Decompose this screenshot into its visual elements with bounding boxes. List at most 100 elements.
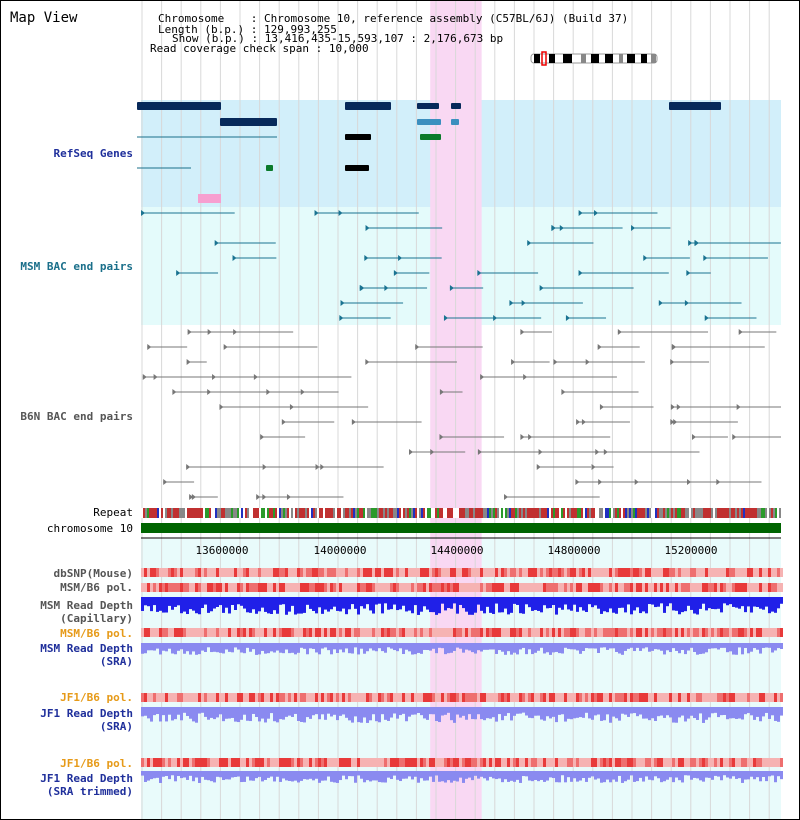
repeat-element <box>729 508 731 518</box>
read-depth-bar <box>204 707 207 717</box>
polymorphism-cell <box>516 568 519 577</box>
polymorphism-cell <box>624 583 627 592</box>
polymorphism-cell <box>459 628 462 637</box>
polymorphism-cell <box>558 628 561 637</box>
chromosome-label: Chromosome <box>158 12 225 25</box>
polymorphism-cell <box>318 583 321 592</box>
polymorphism-cell <box>429 693 432 702</box>
polymorphism-cell <box>477 628 480 637</box>
polymorphism-cell <box>771 583 774 592</box>
polymorphism-cell <box>702 758 705 767</box>
read-depth-bar <box>297 771 300 783</box>
read-depth-bar <box>195 707 198 723</box>
polymorphism-cell <box>726 583 729 592</box>
repeat-element <box>497 508 499 518</box>
polymorphism-cell <box>627 693 630 702</box>
read-depth-bar <box>180 707 183 721</box>
read-depth-bar <box>738 597 741 609</box>
polymorphism-cell <box>282 568 285 577</box>
polymorphism-cell <box>186 628 189 637</box>
read-depth-bar <box>396 707 399 719</box>
track-label-refseq[interactable]: RefSeq Genes <box>53 147 133 160</box>
repeat-element <box>673 508 675 518</box>
read-depth-bar <box>441 707 444 716</box>
repeat-element <box>195 508 197 518</box>
bac-end-marker <box>509 300 514 306</box>
polymorphism-cell <box>573 628 576 637</box>
axis-tick-label: 15200000 <box>664 544 718 557</box>
polymorphism-cell <box>261 758 264 767</box>
read-depth-bar <box>627 707 630 717</box>
polymorphism-cell <box>420 758 423 767</box>
polymorphism-cell <box>300 758 303 767</box>
track-label-msm-bac[interactable]: MSM BAC end pairs <box>20 260 133 273</box>
polymorphism-cell <box>309 758 312 767</box>
repeat-element <box>655 508 657 518</box>
polymorphism-cell <box>306 583 309 592</box>
repeat-element <box>305 508 307 518</box>
repeat-element <box>291 508 293 518</box>
polymorphism-cell <box>780 583 783 592</box>
read-depth-bar <box>321 597 324 614</box>
read-depth-bar <box>579 597 582 608</box>
polymorphism-cell <box>519 693 522 702</box>
read-depth-bar <box>582 597 585 611</box>
polymorphism-cell <box>237 583 240 592</box>
read-depth-bar <box>690 707 693 716</box>
bac-end-marker <box>219 404 224 410</box>
polymorphism-cell <box>291 693 294 702</box>
repeat-element <box>527 508 529 518</box>
track-label-jf1-depth-trim[interactable]: JF1 Read Depth <box>40 772 133 785</box>
read-depth-bar <box>768 597 771 614</box>
repeat-element <box>311 508 313 518</box>
read-depth-bar <box>393 643 396 651</box>
polymorphism-cell <box>243 758 246 767</box>
polymorphism-cell <box>651 758 654 767</box>
track-label-msm-depth-cap[interactable]: MSM Read Depth <box>40 599 133 612</box>
read-depth-bar <box>237 771 240 777</box>
read-depth-bar <box>192 597 195 611</box>
length-value: 129,993,255 <box>263 23 337 36</box>
polymorphism-cell <box>462 693 465 702</box>
read-depth-bar <box>210 707 213 718</box>
view-title: Map View <box>10 10 78 26</box>
repeat-element <box>681 508 683 518</box>
polymorphism-cell <box>204 568 207 577</box>
bac-end-marker <box>578 270 583 276</box>
repeat-element <box>657 508 659 518</box>
read-depth-bar <box>531 707 534 719</box>
read-depth-bar <box>657 643 660 650</box>
track-label-b6n-bac[interactable]: B6N BAC end pairs <box>20 410 133 423</box>
track-label-jf1-depth-sra[interactable]: JF1 Read Depth <box>40 707 133 720</box>
polymorphism-cell <box>312 693 315 702</box>
polymorphism-cell <box>660 583 663 592</box>
track-label-dbsnp[interactable]: dbSNP(Mouse) <box>53 567 133 580</box>
read-depth-bar <box>708 707 711 718</box>
polymorphism-cell <box>708 568 711 577</box>
polymorphism-cell <box>477 568 480 577</box>
track-label-msm-b6-pol-1[interactable]: MSM/B6 pol. <box>60 581 133 594</box>
polymorphism-cell <box>159 583 162 592</box>
polymorphism-cell <box>603 628 606 637</box>
ideogram-band <box>563 54 572 63</box>
polymorphism-cell <box>288 568 291 577</box>
repeat-element <box>149 508 151 518</box>
read-depth-bar <box>702 643 705 654</box>
read-depth-bar <box>282 643 285 654</box>
read-depth-bar <box>354 597 357 609</box>
read-depth-bar <box>444 707 447 715</box>
track-label-msm-depth-sra[interactable]: MSM Read Depth <box>40 642 133 655</box>
polymorphism-cell <box>669 758 672 767</box>
polymorphism-cell <box>321 583 324 592</box>
track-label-jf1-b6-pol-2[interactable]: JF1/B6 pol. <box>60 757 133 770</box>
read-depth-bar <box>255 707 258 718</box>
polymorphism-cell <box>582 583 585 592</box>
read-depth-bar <box>207 597 210 613</box>
track-label-jf1-b6-pol-1[interactable]: JF1/B6 pol. <box>60 691 133 704</box>
repeat-element <box>633 508 635 518</box>
track-label-repeat[interactable]: Repeat <box>93 506 133 519</box>
polymorphism-cell <box>603 583 606 592</box>
polymorphism-cell <box>177 568 180 577</box>
track-label-msm-b6-pol-2[interactable]: MSM/B6 pol. <box>60 627 133 640</box>
